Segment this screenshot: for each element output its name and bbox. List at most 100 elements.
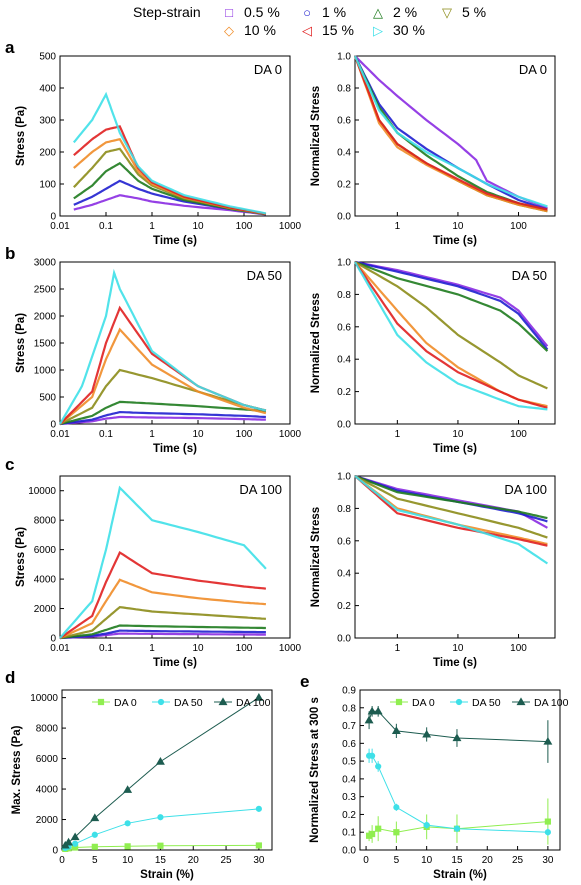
data-point-e-da100-1 — [367, 706, 377, 715]
legend-marker-d-da100 — [218, 697, 228, 706]
series-trace-c-left-10 — [59, 578, 266, 639]
x-axis-label-c-right: Time (s) — [433, 657, 477, 669]
legend-label-d-da0: DA 0 — [114, 697, 137, 709]
plot-frame-c-right — [354, 475, 556, 639]
legend-marker-e-da100 — [516, 697, 526, 706]
y-axis-label-a-left: Stress (Pa) — [15, 106, 27, 166]
x-tick-label-e-6: 30 — [542, 855, 554, 866]
legend-title: Step-strain — [133, 4, 201, 20]
data-point-e-da50-2 — [375, 763, 382, 770]
y-axis-label-b-left: Stress (Pa) — [15, 313, 27, 373]
series-trace-b-left-30 — [59, 268, 267, 425]
series-trace-b-right-30 — [354, 261, 548, 411]
panel-letter-d: d — [5, 668, 16, 687]
series-trace-c-right-15 — [354, 475, 548, 547]
series-trace-c-right-2 — [354, 474, 548, 520]
y-tick-label-a-right-3: 0.6 — [337, 116, 351, 127]
series-trace-b-right-1 — [354, 260, 549, 351]
y-tick-label-c-right-0: 0.0 — [337, 634, 351, 645]
x-tick-label-a-left-2: 1 — [149, 221, 155, 232]
series-trace-b-right-05 — [354, 260, 549, 347]
x-tick-label-b-left-4: 100 — [236, 429, 253, 440]
series-trace-b-left-2 — [59, 400, 266, 426]
y-tick-label-b-right-4: 0.8 — [337, 290, 351, 301]
x-tick-label-c-right-1: 10 — [452, 643, 464, 654]
data-point-e-da50-5 — [453, 825, 461, 832]
y-tick-label-c-left-4: 8000 — [34, 516, 57, 527]
data-point-d-da0-5 — [157, 842, 164, 849]
panel-letter-b: b — [5, 244, 16, 263]
legend-item-30: ▷ 30 % — [373, 22, 425, 38]
legend-item-5: ▽ 5 % — [442, 4, 487, 20]
x-tick-label-e-5: 25 — [512, 855, 524, 866]
legend-label-e-da50: DA 50 — [472, 697, 501, 709]
y-axis-label-c-left: Stress (Pa) — [15, 527, 27, 587]
series-trace-b-right-2 — [354, 260, 549, 352]
y-tick-label-b-left-5: 2500 — [34, 285, 57, 296]
series-trace-a-left-05 — [73, 194, 267, 216]
y-tick-label-b-right-5: 1.0 — [337, 258, 351, 269]
x-tick-label-a-left-5: 1000 — [279, 221, 302, 232]
y-tick-label-e-6: 0.6 — [342, 739, 356, 750]
x-tick-label-e-1: 5 — [394, 855, 400, 866]
x-tick-label-d-1: 5 — [92, 855, 98, 866]
x-tick-label-c-right-2: 100 — [510, 643, 527, 654]
x-axis-label-a-left: Time (s) — [153, 235, 197, 247]
y-tick-label-e-0: 0.0 — [342, 846, 356, 857]
x-tick-label-a-right-2: 100 — [510, 221, 527, 232]
legend-marker-d-da0 — [97, 698, 105, 706]
x-tick-label-b-right-2: 100 — [510, 429, 527, 440]
y-tick-label-b-right-0: 0.0 — [337, 420, 351, 431]
legend-item-0.5: □ 0.5 % — [222, 4, 280, 20]
y-tick-label-c-left-5: 10000 — [28, 486, 56, 497]
data-point-e-da0-3 — [393, 829, 400, 836]
legend-item-2: △ 2 % — [373, 4, 418, 20]
y-axis-label-e: Normalized Stress at 300 s — [309, 697, 321, 843]
series-trace-c-left-15 — [59, 551, 267, 639]
x-tick-label-b-right-1: 10 — [452, 429, 464, 440]
x-tick-label-a-left-3: 10 — [192, 221, 204, 232]
y-tick-label-a-right-2: 0.4 — [337, 148, 351, 159]
series-trace-c-left-5 — [59, 605, 267, 640]
y-tick-label-e-7: 0.7 — [342, 721, 356, 732]
y-tick-label-c-right-3: 0.6 — [337, 536, 351, 547]
x-tick-label-c-left-2: 1 — [149, 643, 155, 654]
data-point-d-da100-2 — [70, 832, 80, 841]
x-tick-label-d-3: 15 — [155, 855, 167, 866]
data-point-d-da100-1 — [64, 837, 74, 846]
chart-title-b-right: DA 50 — [512, 268, 547, 283]
series-line-d-da100 — [64, 697, 260, 846]
y-tick-label-b-left-0: 0 — [50, 420, 56, 431]
legend-label-d-da50: DA 50 — [174, 697, 203, 709]
y-tick-label-e-2: 0.2 — [342, 810, 356, 821]
x-tick-label-b-left-5: 1000 — [279, 429, 302, 440]
data-point-d-da100-6 — [254, 693, 264, 701]
data-point-d-da100-3 — [90, 813, 100, 822]
triangle-up-marker-icon: △ — [373, 5, 383, 20]
panel-letter-c: c — [5, 455, 15, 474]
chart-title-c-left: DA 100 — [239, 482, 282, 497]
y-tick-label-b-left-6: 3000 — [34, 258, 57, 269]
chart-title-b-left: DA 50 — [247, 268, 282, 283]
series-trace-c-right-5 — [354, 475, 548, 539]
strain-legend: Step-strain □ 0.5 % ○ 1 % △ 2 % ▽ 5 % ◇ 10 % … — [0, 0, 581, 42]
y-tick-label-a-left-4: 400 — [39, 84, 56, 95]
x-tick-label-c-right-0: 1 — [395, 643, 401, 654]
x-tick-label-d-4: 20 — [188, 855, 200, 866]
y-tick-label-d-0: 0 — [52, 846, 58, 857]
x-tick-label-e-3: 15 — [451, 855, 463, 866]
series-trace-a-right-1 — [354, 55, 548, 211]
x-tick-label-c-left-0: 0.01 — [50, 643, 70, 654]
x-tick-label-a-left-4: 100 — [236, 221, 253, 232]
y-tick-label-d-5: 10000 — [30, 693, 58, 704]
panel-letter-a: a — [5, 38, 15, 57]
y-tick-label-c-right-1: 0.2 — [337, 601, 351, 612]
data-point-e-da100-3 — [391, 726, 401, 734]
y-tick-label-b-left-4: 2000 — [34, 312, 57, 323]
x-tick-label-b-left-2: 1 — [149, 429, 155, 440]
data-point-e-da0-6 — [544, 818, 551, 825]
series-trace-c-left-2 — [59, 624, 266, 640]
x-tick-label-a-left-0: 0.01 — [50, 221, 70, 232]
x-tick-label-b-left-1: 0.1 — [99, 429, 113, 440]
